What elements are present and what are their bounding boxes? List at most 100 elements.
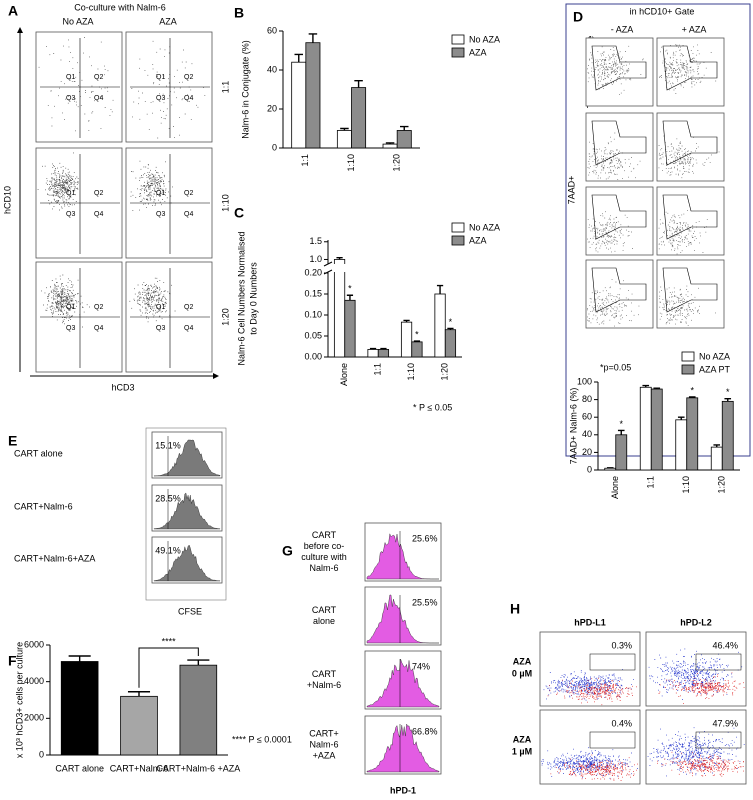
y-tick-label: 60 — [582, 412, 592, 422]
row-label: CART+Nalm-6+AZA — [14, 553, 95, 563]
axis-label: 7AAD+ — [566, 176, 576, 205]
flow-plot — [656, 259, 725, 329]
column-label: AZA — [159, 16, 177, 26]
error-bar — [354, 80, 363, 88]
gate — [662, 45, 718, 91]
significance-bracket — [138, 647, 199, 688]
y-axis-label: 7AAD+ Nalm-6 (%) — [568, 388, 578, 465]
gate — [589, 653, 636, 671]
column-label: + AZA — [682, 24, 707, 34]
row-label: Nalm-6 — [309, 563, 338, 573]
row-label: CART — [312, 605, 337, 615]
histogram — [366, 533, 439, 580]
panel-letter: A — [8, 3, 18, 19]
bar — [650, 388, 663, 471]
flow-dots — [543, 669, 634, 701]
flow-dots — [131, 40, 206, 139]
bar — [60, 661, 99, 756]
quadrant-label: Q4 — [94, 95, 103, 102]
bar — [686, 397, 699, 471]
gate-label: 0.4% — [611, 718, 632, 728]
bar — [344, 299, 356, 358]
histogram — [153, 492, 221, 530]
row-label: 1:1 — [220, 81, 230, 94]
quadrant-label: Q2 — [184, 190, 193, 197]
legend-swatch — [681, 351, 695, 362]
x-tick-label: 1:20 — [392, 154, 402, 172]
gate-label: 74% — [412, 661, 430, 671]
axis-label: hCD3 — [111, 382, 134, 392]
gate — [695, 731, 742, 749]
flow-dots — [587, 132, 641, 181]
panel-letter: G — [282, 543, 293, 559]
note: * P ≤ 0.05 — [413, 402, 452, 412]
bar — [639, 386, 652, 471]
y-axis-label: to Day 0 Numbers — [248, 262, 258, 335]
bar — [434, 293, 446, 358]
y-tick-label: 2000 — [24, 713, 44, 723]
flow-plot — [656, 112, 725, 182]
gate — [591, 120, 647, 166]
error-bar — [346, 294, 354, 301]
bar — [382, 143, 398, 149]
legend-swatch — [451, 235, 465, 246]
quadrant-label: Q1 — [156, 190, 165, 197]
y-tick-label: 20 — [582, 447, 592, 457]
legend-swatch — [681, 364, 695, 375]
row-label: AZA — [513, 656, 532, 666]
gate-label: 25.5% — [412, 597, 438, 607]
legend-swatch — [451, 34, 465, 45]
significance-label: * — [415, 329, 419, 339]
bar — [351, 87, 367, 149]
axis-label: hPD-1 — [390, 785, 416, 795]
quadrant-label: Q4 — [184, 325, 193, 332]
flow-plot — [585, 112, 654, 182]
quadrant-label: Q3 — [66, 211, 75, 218]
gate — [662, 267, 718, 313]
bar — [305, 42, 321, 149]
y-tick-label: 0 — [272, 142, 277, 152]
significance-label: * — [449, 317, 453, 327]
panel-letter: B — [234, 5, 244, 21]
significance-label: **** — [162, 636, 177, 646]
legend-label: No AZA — [469, 222, 500, 232]
x-tick-label: 1:10 — [406, 363, 416, 381]
quadrant-label: Q3 — [156, 95, 165, 102]
row-label: CART+ — [309, 728, 339, 738]
bar — [444, 329, 457, 358]
legend-swatch — [451, 47, 465, 58]
y-tick-label: 100 — [577, 376, 592, 386]
panel-letter: F — [8, 653, 17, 669]
panel-letter: H — [510, 601, 520, 617]
flow-dots — [37, 152, 79, 211]
error-bar — [187, 659, 210, 666]
flow-plot — [656, 186, 725, 256]
error-bar — [399, 125, 409, 131]
y-tick-label: 40 — [582, 429, 592, 439]
x-tick-label: 1:1 — [646, 476, 656, 489]
legend-label: No AZA — [699, 351, 730, 361]
quadrant-label: Q1 — [66, 74, 75, 81]
quadrant-label: Q2 — [184, 304, 193, 311]
bar — [291, 61, 307, 149]
gate — [591, 194, 647, 240]
gate — [591, 45, 647, 91]
row-label: alone — [313, 616, 335, 626]
column-label: hPD-L1 — [574, 617, 606, 627]
row-label: 1:20 — [220, 308, 230, 326]
x-tick-label: 1:20 — [440, 363, 450, 381]
y-tick-label: 0 — [39, 749, 44, 759]
y-tick-label: 0.20 — [304, 267, 322, 277]
gate — [589, 731, 636, 749]
row-label: +AZA — [313, 750, 336, 760]
bar — [179, 664, 218, 756]
y-tick-label: 0.10 — [304, 309, 322, 319]
quadrant-label: Q1 — [66, 304, 75, 311]
flow-dots — [657, 751, 744, 777]
error-bar — [68, 655, 91, 662]
error-bar — [436, 284, 444, 294]
quadrant-label: Q4 — [184, 211, 193, 218]
flow-dots — [541, 747, 638, 779]
histogram — [366, 658, 440, 708]
quadrant-label: Q3 — [156, 325, 165, 332]
